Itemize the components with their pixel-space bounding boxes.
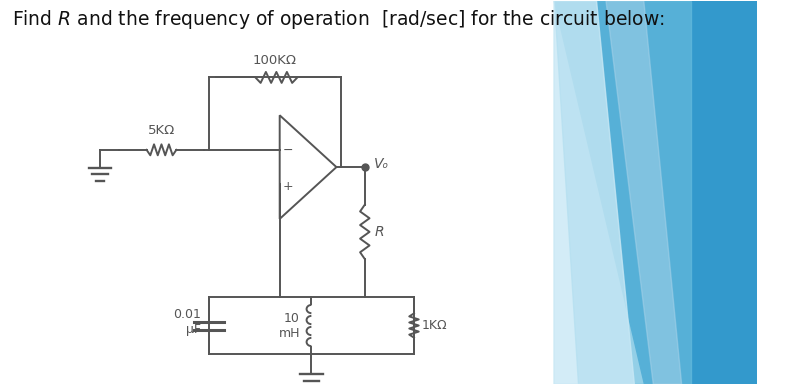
Text: R: R [374, 225, 384, 239]
Polygon shape [554, 1, 758, 384]
Text: 10
mH: 10 mH [278, 311, 300, 340]
Text: Find $R$ and the frequency of operation  [rad/sec] for the circuit below:: Find $R$ and the frequency of operation … [12, 8, 665, 31]
Polygon shape [554, 1, 691, 384]
Polygon shape [554, 1, 634, 384]
Text: Vₒ: Vₒ [374, 157, 390, 171]
Text: 1KΩ: 1KΩ [422, 319, 447, 332]
Text: 5KΩ: 5KΩ [148, 124, 175, 137]
Polygon shape [606, 1, 682, 384]
Text: $-$: $-$ [282, 143, 293, 156]
Text: 100KΩ: 100KΩ [253, 54, 297, 67]
Text: 0.01
μF: 0.01 μF [174, 308, 201, 336]
Text: $+$: $+$ [282, 179, 293, 192]
